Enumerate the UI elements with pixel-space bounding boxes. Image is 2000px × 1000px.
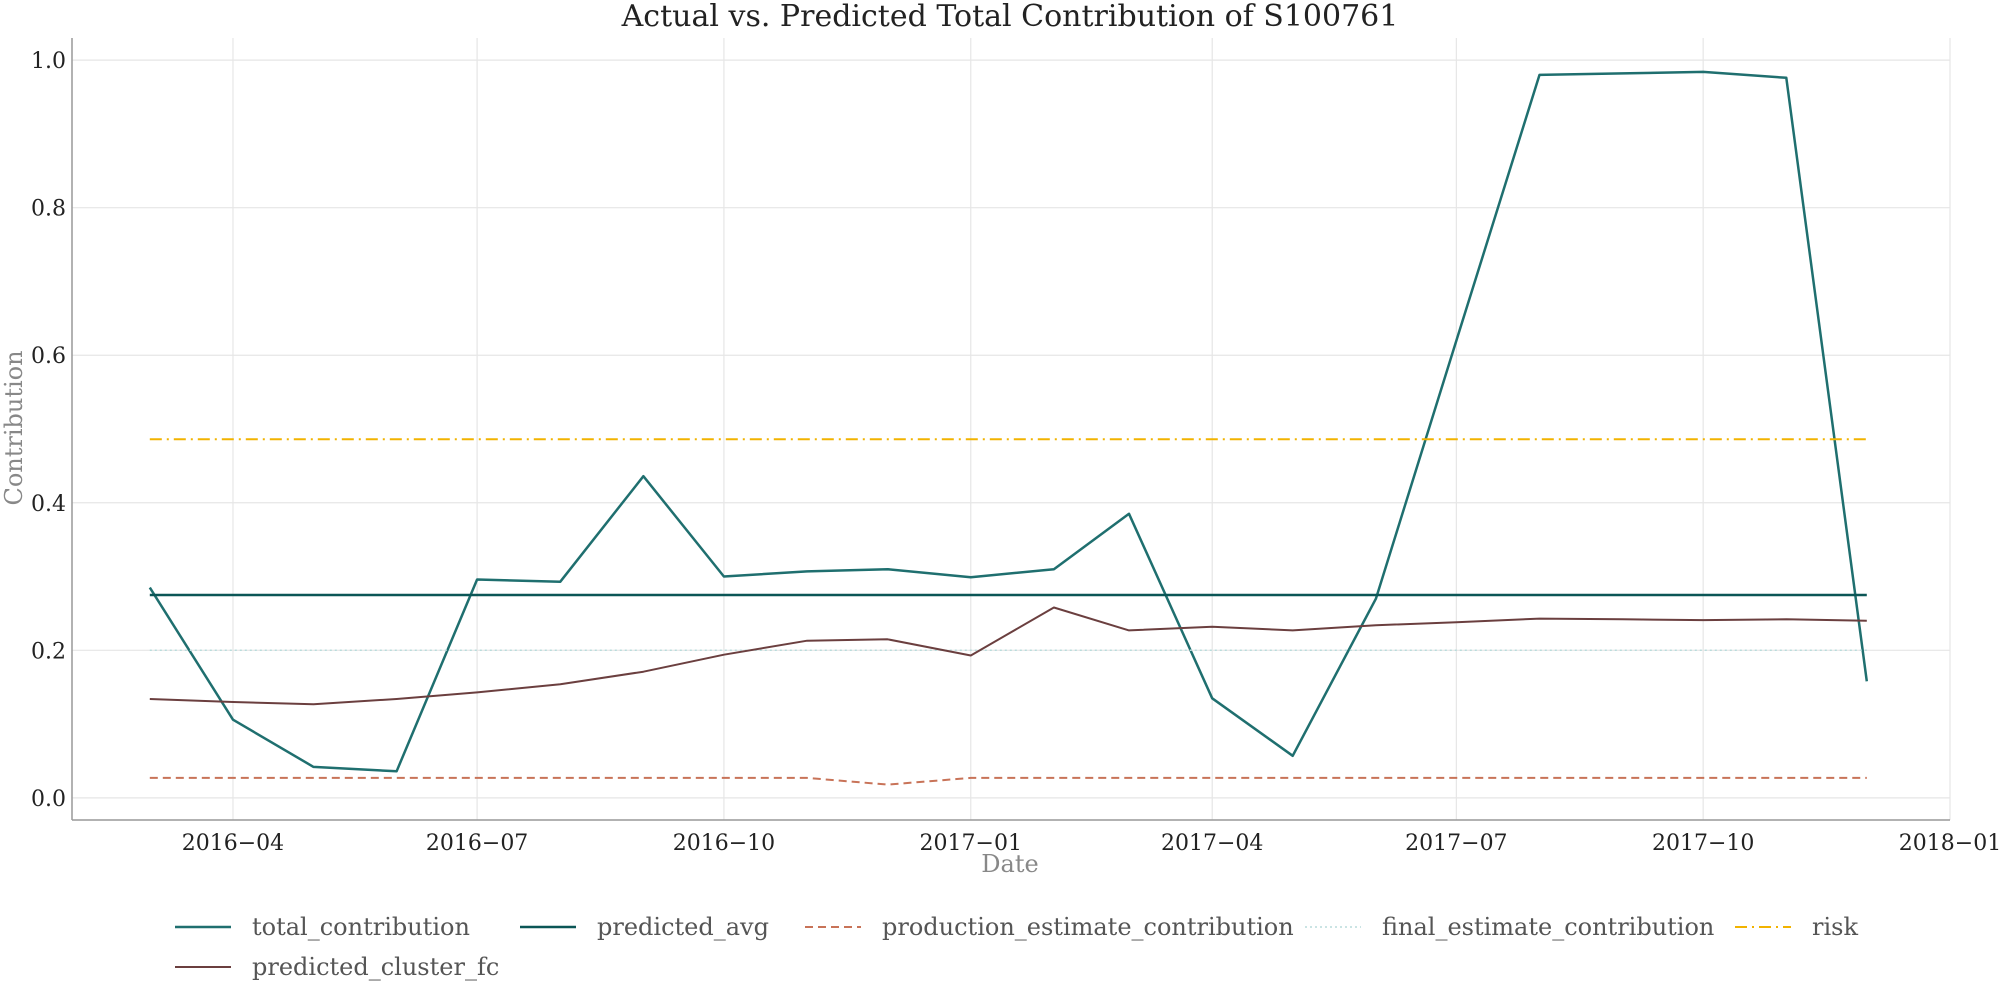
y-axis-label: Contribution	[0, 350, 28, 505]
x-tick-label: 2017−07	[1405, 831, 1507, 856]
legend-label: final_estimate_contribution	[1382, 913, 1714, 941]
x-tick-label: 2017−01	[920, 831, 1022, 856]
y-tick-label: 0.8	[31, 197, 66, 222]
series-line-predicted-cluster-fc	[149, 606, 1867, 706]
y-tick-labels: 0.0 0.2 0.4 0.6 0.8 1.0	[31, 49, 66, 812]
y-tick-label: 0.6	[31, 344, 66, 369]
legend-label: risk	[1812, 913, 1858, 941]
y-tick-label: 1.0	[31, 49, 66, 74]
x-tick-label: 2017−04	[1161, 831, 1263, 856]
y-tick-label: 0.4	[31, 492, 66, 517]
legend-label: total_contribution	[252, 913, 470, 941]
x-tick-label: 2016−04	[182, 831, 284, 856]
grid	[72, 38, 1951, 820]
legend-label: predicted_cluster_fc	[252, 953, 499, 981]
legend: total_contribution predicted_avg productio…	[175, 913, 1858, 981]
series-lines	[148, 70, 1869, 786]
x-tick-label: 2018−01	[1899, 831, 2000, 856]
x-tick-label: 2016−07	[426, 831, 528, 856]
axes	[71, 38, 1950, 821]
x-tick-label: 2017−10	[1652, 831, 1754, 856]
x-axis-label: Date	[981, 850, 1038, 878]
chart-title: Actual vs. Predicted Total Contribution …	[621, 0, 1399, 34]
y-tick-label: 0.0	[31, 787, 66, 812]
y-tick-label: 0.2	[31, 639, 66, 664]
series-line-production-estimate-contribution	[149, 776, 1867, 786]
legend-label: production_estimate_contribution	[882, 913, 1294, 941]
x-tick-labels: 2016−04 2016−07 2016−10 2017−01 2017−04 2017−…	[182, 831, 2000, 856]
x-tick-label: 2016−10	[673, 831, 775, 856]
series-line-total-contribution	[148, 70, 1869, 773]
legend-label: predicted_avg	[597, 913, 769, 941]
